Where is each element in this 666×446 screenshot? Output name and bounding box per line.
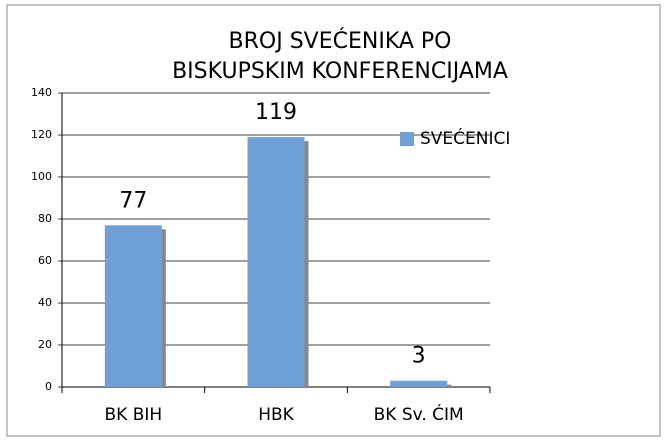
bar xyxy=(390,380,448,387)
data-label: 3 xyxy=(412,344,426,369)
data-label: 119 xyxy=(255,100,297,125)
y-tick-label: 20 xyxy=(38,338,52,351)
y-tick-label: 100 xyxy=(31,170,52,183)
x-tick-label: BK Sv. ĆIM xyxy=(374,403,464,425)
bar xyxy=(104,225,162,387)
legend-swatch xyxy=(400,132,414,146)
data-label: 77 xyxy=(119,188,147,213)
y-tick-label: 120 xyxy=(31,128,52,141)
y-tick-label: 40 xyxy=(38,296,52,309)
chart-title: BISKUPSKIM KONFERENCIJAMA xyxy=(172,59,508,84)
chart-title: BROJ SVEĆENIKA PO xyxy=(229,28,452,54)
y-tick-label: 140 xyxy=(31,86,52,99)
y-tick-label: 0 xyxy=(45,380,52,393)
y-tick-label: 60 xyxy=(38,254,52,267)
y-tick-label: 80 xyxy=(38,212,52,225)
bar xyxy=(247,137,305,387)
legend-label: SVEĆENICI xyxy=(420,127,510,149)
x-tick-label: HBK xyxy=(258,405,294,425)
x-tick-label: BK BIH xyxy=(104,405,162,425)
